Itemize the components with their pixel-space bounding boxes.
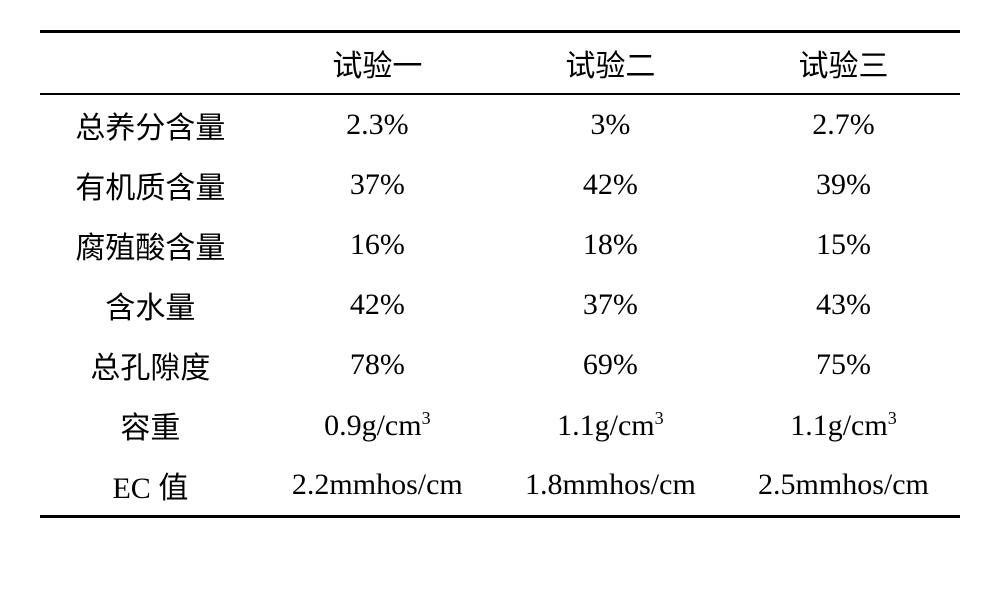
cell: 16%: [261, 215, 494, 275]
cell: 2.7%: [727, 94, 960, 155]
cell: 43%: [727, 275, 960, 335]
unit: mmhos/cm: [796, 468, 929, 501]
cell: 2.5mmhos/cm: [727, 455, 960, 517]
row-label: 容重: [40, 395, 261, 455]
value: 2.2: [292, 468, 330, 501]
col-header-blank: [40, 32, 261, 95]
row-label: 总养分含量: [40, 94, 261, 155]
table-header-row: 试验一 试验二 试验三: [40, 32, 960, 95]
data-table: 试验一 试验二 试验三 总养分含量 2.3% 3% 2.7% 有机质含量 37%…: [40, 30, 960, 518]
cell: 69%: [494, 335, 727, 395]
row-label: 有机质含量: [40, 155, 261, 215]
col-header-trial2: 试验二: [494, 32, 727, 95]
table-row: EC 值 2.2mmhos/cm 1.8mmhos/cm 2.5mmhos/cm: [40, 455, 960, 517]
cell: 42%: [261, 275, 494, 335]
table-row: 腐殖酸含量 16% 18% 15%: [40, 215, 960, 275]
cell: 42%: [494, 155, 727, 215]
cell: 2.2mmhos/cm: [261, 455, 494, 517]
row-label: EC 值: [40, 455, 261, 517]
cell: 2.3%: [261, 94, 494, 155]
cell: 1.1g/cm3: [494, 395, 727, 455]
value: 2.5: [758, 468, 796, 501]
unit: g/cm3: [595, 409, 664, 442]
table-row: 容重 0.9g/cm3 1.1g/cm3 1.1g/cm3: [40, 395, 960, 455]
col-header-trial1: 试验一: [261, 32, 494, 95]
cell: 0.9g/cm3: [261, 395, 494, 455]
row-label: 含水量: [40, 275, 261, 335]
table-row: 总养分含量 2.3% 3% 2.7%: [40, 94, 960, 155]
cell: 78%: [261, 335, 494, 395]
cell: 39%: [727, 155, 960, 215]
cell: 3%: [494, 94, 727, 155]
table-row: 总孔隙度 78% 69% 75%: [40, 335, 960, 395]
cell: 37%: [494, 275, 727, 335]
table-row: 有机质含量 37% 42% 39%: [40, 155, 960, 215]
unit: mmhos/cm: [329, 468, 462, 501]
cell: 1.8mmhos/cm: [494, 455, 727, 517]
value: 0.9: [324, 409, 362, 442]
cell: 1.1g/cm3: [727, 395, 960, 455]
cell: 75%: [727, 335, 960, 395]
row-label: 腐殖酸含量: [40, 215, 261, 275]
row-label: 总孔隙度: [40, 335, 261, 395]
cell: 15%: [727, 215, 960, 275]
unit: g/cm3: [828, 409, 897, 442]
table-row: 含水量 42% 37% 43%: [40, 275, 960, 335]
unit: mmhos/cm: [562, 468, 695, 501]
value: 1.1: [557, 409, 595, 442]
value: 1.8: [525, 468, 563, 501]
value: 1.1: [790, 409, 828, 442]
cell: 37%: [261, 155, 494, 215]
col-header-trial3: 试验三: [727, 32, 960, 95]
unit: g/cm3: [362, 409, 431, 442]
cell: 18%: [494, 215, 727, 275]
